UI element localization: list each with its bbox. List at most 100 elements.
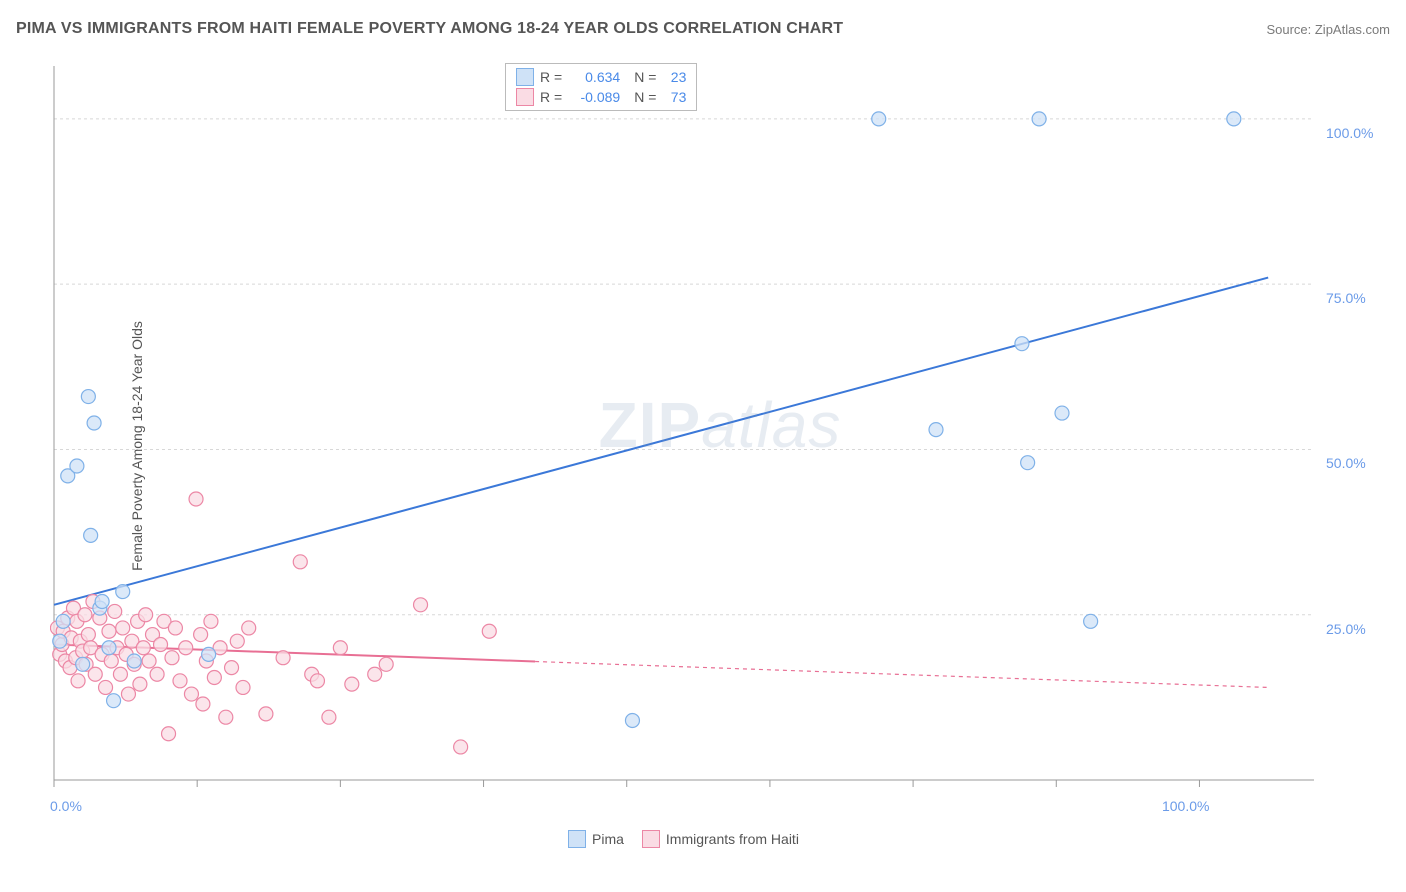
data-point [202,647,216,661]
legend-swatch [568,830,586,848]
scatter-plot-svg [50,60,1390,820]
data-point [173,674,187,688]
legend-swatch [516,88,534,106]
data-point [189,492,203,506]
data-point [929,423,943,437]
correlation-legend: R = 0.634 N = 23 R = -0.089 N = 73 [505,63,697,111]
y-tick-label: 100.0% [1326,125,1373,141]
data-point [87,416,101,430]
data-point [454,740,468,754]
y-tick-label: 25.0% [1326,621,1366,637]
legend-r-label: R = [540,89,562,105]
data-point [1015,337,1029,351]
data-point [1055,406,1069,420]
data-point [136,641,150,655]
data-point [345,677,359,691]
data-point [179,641,193,655]
data-point [276,651,290,665]
data-point [142,654,156,668]
data-point [108,604,122,618]
data-point [204,614,218,628]
data-point [113,667,127,681]
data-point [154,637,168,651]
legend-n-value: 23 [662,69,686,85]
data-point [225,661,239,675]
data-point [95,595,109,609]
legend-r-value: 0.634 [568,69,620,85]
data-point [293,555,307,569]
series-legend: Pima Immigrants from Haiti [568,830,799,848]
data-point [102,641,116,655]
data-point [194,628,208,642]
data-point [259,707,273,721]
data-point [1084,614,1098,628]
data-point [165,651,179,665]
data-point [116,621,130,635]
chart-area: ZIPatlas R =0.634N =23R =-0.089N =73 Pim… [50,60,1390,820]
legend-row: R = -0.089 N = 73 [516,88,686,106]
legend-r-label: R = [540,69,562,85]
data-point [107,694,121,708]
data-point [184,687,198,701]
data-point [162,727,176,741]
data-point [219,710,233,724]
data-point [625,714,639,728]
data-point [482,624,496,638]
y-tick-label: 50.0% [1326,455,1366,471]
data-point [414,598,428,612]
data-point [1021,456,1035,470]
data-point [150,667,164,681]
data-point [102,624,116,638]
legend-row: R = 0.634 N = 23 [516,68,686,86]
data-point [168,621,182,635]
data-point [71,674,85,688]
data-point [81,390,95,404]
data-point [133,677,147,691]
source-label: Source: ZipAtlas.com [1266,22,1390,37]
data-point [310,674,324,688]
data-point [196,697,210,711]
data-point [127,654,141,668]
data-point [88,667,102,681]
data-point [333,641,347,655]
data-point [1227,112,1241,126]
data-point [84,528,98,542]
chart-title: PIMA VS IMMIGRANTS FROM HAITI FEMALE POV… [16,20,843,38]
legend-swatch [516,68,534,86]
data-point [368,667,382,681]
data-point [379,657,393,671]
legend-n-label: N = [634,69,656,85]
data-point [76,657,90,671]
series-legend-item: Pima [568,830,624,848]
data-point [207,671,221,685]
data-point [872,112,886,126]
data-point [99,680,113,694]
data-point [322,710,336,724]
trend-line-dashed [535,661,1268,687]
y-tick-label: 75.0% [1326,290,1366,306]
x-tick-label: 100.0% [1149,798,1209,814]
x-tick-label: 0.0% [50,798,82,814]
data-point [236,680,250,694]
trend-line-solid [54,278,1268,605]
series-legend-label: Pima [592,831,624,847]
legend-r-value: -0.089 [568,89,620,105]
data-point [121,687,135,701]
legend-n-value: 73 [662,89,686,105]
data-point [70,459,84,473]
legend-n-label: N = [634,89,656,105]
data-point [53,634,67,648]
data-point [78,608,92,622]
series-legend-item: Immigrants from Haiti [642,830,799,848]
data-point [242,621,256,635]
legend-swatch [642,830,660,848]
data-point [104,654,118,668]
data-point [116,585,130,599]
data-point [81,628,95,642]
series-legend-label: Immigrants from Haiti [666,831,799,847]
data-point [1032,112,1046,126]
data-point [56,614,70,628]
data-point [139,608,153,622]
header-bar: PIMA VS IMMIGRANTS FROM HAITI FEMALE POV… [16,20,1390,38]
data-point [230,634,244,648]
